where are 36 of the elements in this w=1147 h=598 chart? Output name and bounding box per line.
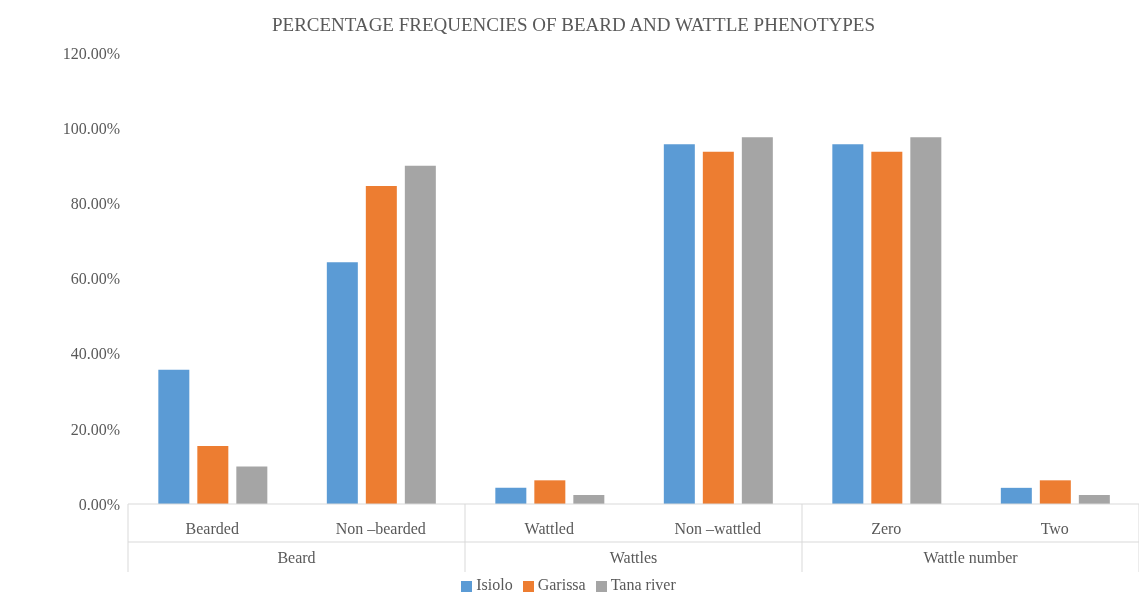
x-tick-label: Wattled xyxy=(524,520,574,537)
y-tick-label: 120.00% xyxy=(62,44,120,62)
y-tick-label: 60.00% xyxy=(70,270,120,288)
bar xyxy=(663,144,695,504)
bar xyxy=(158,369,190,504)
bar xyxy=(404,165,436,504)
bar xyxy=(702,151,734,504)
bar xyxy=(910,137,942,504)
bar xyxy=(236,466,268,504)
y-tick-label: 0.00% xyxy=(78,495,120,513)
y-tick-label: 80.00% xyxy=(70,195,120,213)
text: Wattle number xyxy=(923,549,1019,566)
y-tick-label: 100.00% xyxy=(62,119,120,137)
x-tick-label: Zero xyxy=(871,520,902,537)
bar xyxy=(534,480,566,504)
x-tick-label: Bearded xyxy=(185,520,239,537)
bar xyxy=(197,446,229,504)
text: Wattles xyxy=(609,549,658,566)
text: Beard xyxy=(277,549,316,566)
bar xyxy=(365,186,397,504)
legend-label: Tana river xyxy=(610,576,676,593)
legend-label: Garissa xyxy=(537,576,586,593)
bar xyxy=(495,487,527,504)
x-tick-label: Non –bearded xyxy=(335,520,426,537)
bar xyxy=(1039,480,1071,504)
x-tick-label: Non –wattled xyxy=(674,520,762,537)
x-tick-label: Two xyxy=(1040,520,1069,537)
bar xyxy=(741,137,773,504)
bar xyxy=(832,144,864,504)
bar xyxy=(326,262,358,504)
bar xyxy=(871,151,903,504)
legend-label: Isiolo xyxy=(476,576,513,593)
y-tick-label: 40.00% xyxy=(70,345,120,363)
y-tick-label: 20.00% xyxy=(70,420,120,438)
chart-title: PERCENTAGE FREQUENCIES OF BEARD AND WATTLE PHENOTYPES xyxy=(271,14,876,36)
bar xyxy=(1000,487,1032,504)
